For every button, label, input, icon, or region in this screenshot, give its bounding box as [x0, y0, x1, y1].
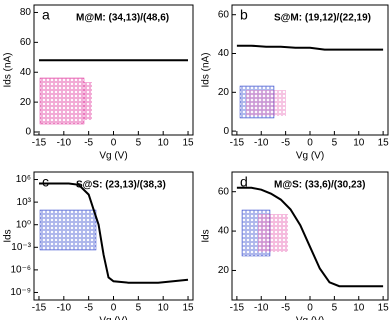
y-tick-label: 10⁶ [16, 174, 31, 185]
x-axis-label: Vg (V) [99, 151, 127, 162]
x-tick-label: 15 [182, 303, 194, 314]
x-tick-label: 15 [378, 303, 390, 314]
y-axis-label: Ids (nA) [3, 52, 14, 87]
y-tick-label: 60 [218, 186, 230, 197]
annotation: M@S: (33,6)/(30,23) [274, 180, 365, 191]
y-tick-label: 10³ [17, 197, 32, 208]
x-tick-label: -5 [84, 303, 93, 314]
x-tick-label: -10 [254, 303, 269, 314]
panel-label: a [42, 7, 50, 23]
x-tick-label: 0 [307, 303, 313, 314]
panel-label: c [42, 174, 49, 190]
y-axis-label: Ids [3, 229, 14, 242]
y-tick-label: 20 [218, 265, 230, 276]
x-tick-label: 15 [378, 138, 390, 149]
inset-d [241, 209, 288, 257]
x-tick-label: -15 [230, 138, 245, 149]
x-tick-label: 10 [158, 138, 170, 149]
x-tick-label: 0 [111, 138, 117, 149]
y-tick-label: 20 [218, 87, 230, 98]
x-tick-label: 5 [332, 303, 338, 314]
inset-a [39, 77, 92, 125]
x-tick-label: 10 [158, 303, 170, 314]
data-line [236, 44, 384, 51]
annotation: S@M: (19,12)/(22,19) [274, 13, 371, 24]
inset-b [239, 85, 286, 119]
x-tick-label: -5 [84, 138, 93, 149]
y-tick-label: 80 [20, 7, 32, 18]
x-tick-label: 0 [307, 138, 313, 149]
annotation: S@S: (23,13)/(38,3) [76, 180, 166, 191]
x-tick-label: -10 [254, 138, 269, 149]
x-tick-label: 15 [182, 138, 194, 149]
x-tick-label: 0 [111, 303, 117, 314]
x-tick-label: -15 [32, 303, 47, 314]
y-tick-label: 0 [25, 127, 31, 138]
x-axis-label: Vg (V) [296, 151, 324, 162]
x-tick-label: -5 [281, 138, 290, 149]
y-tick-label: 0 [223, 126, 229, 137]
panel-label: d [240, 174, 248, 190]
x-tick-label: -5 [281, 303, 290, 314]
y-tick-label: 20 [20, 97, 32, 108]
y-axis-label: Ids (nA) [201, 52, 212, 87]
data-line [236, 186, 384, 288]
x-tick-label: 10 [353, 138, 365, 149]
y-tick-label: 10⁻³ [11, 242, 31, 253]
x-tick-label: 5 [136, 138, 142, 149]
x-axis-label: Vg (V) [296, 316, 324, 320]
y-tick-label: 60 [20, 37, 32, 48]
annotation: M@M: (34,13)/(48,6) [76, 13, 169, 24]
x-tick-label: 10 [353, 303, 365, 314]
x-axis-label: Vg (V) [99, 316, 127, 320]
y-tick-label: 40 [20, 67, 32, 78]
x-tick-label: 5 [332, 138, 338, 149]
x-tick-label: -10 [57, 303, 72, 314]
x-tick-label: -15 [32, 138, 47, 149]
y-tick-label: 40 [218, 226, 230, 237]
inset-c [39, 209, 97, 251]
x-tick-label: -10 [57, 138, 72, 149]
y-tick-label: 40 [218, 48, 230, 59]
panel-label: b [240, 7, 248, 23]
y-tick-label: 10⁰ [16, 219, 31, 230]
y-tick-label: 10⁻⁹ [10, 287, 31, 298]
y-tick-label: 60 [218, 9, 230, 20]
x-tick-label: -15 [230, 303, 245, 314]
data-line [39, 182, 189, 284]
y-tick-label: 10⁻⁶ [10, 265, 31, 276]
y-axis-label: Ids [201, 229, 212, 242]
x-tick-label: 5 [136, 303, 142, 314]
